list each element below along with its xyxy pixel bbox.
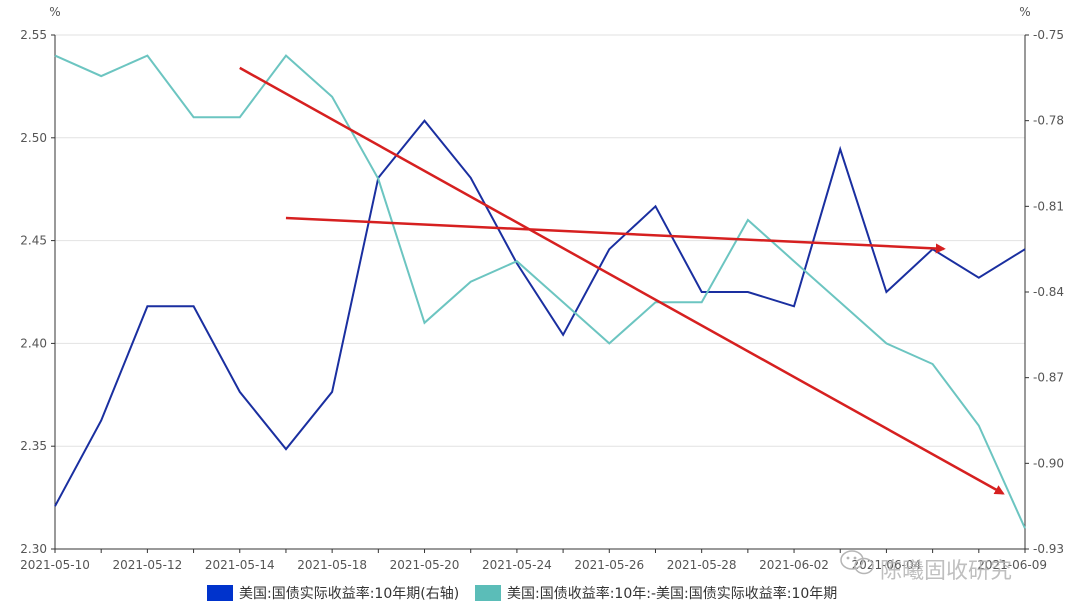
x-tick-label: 2021-05-14 bbox=[205, 558, 275, 572]
legend: 美国:国债实际收益率:10年期(右轴) 美国:国债收益率:10年:-美国:国债实际… bbox=[207, 585, 837, 602]
series-line-real-yield bbox=[54, 119, 1026, 507]
series-layer bbox=[54, 54, 1026, 529]
grid-layer bbox=[55, 34, 1025, 550]
axis-layer: 2.55 2.50 2.45 2.40 2.35 2.30 -0.75 -0.78 -0.81 -… bbox=[20, 5, 1064, 572]
y-right-unit: % bbox=[1019, 5, 1030, 19]
y-left-unit: % bbox=[49, 5, 60, 19]
legend-label: 美国:国债实际收益率:10年期(右轴) bbox=[239, 585, 459, 602]
annotation-layer bbox=[239, 66, 1005, 495]
y-right-tick-label: -0.87 bbox=[1033, 371, 1064, 385]
trend-arrow bbox=[285, 216, 946, 254]
y-right-tick-label: -0.81 bbox=[1033, 199, 1064, 213]
wechat-icon bbox=[840, 550, 874, 575]
y-left-tick-label: 2.40 bbox=[20, 336, 47, 350]
x-tick-label: 2021-05-26 bbox=[574, 558, 644, 572]
x-tick-label: 2021-05-20 bbox=[390, 558, 460, 572]
y-right-tick-label: -0.93 bbox=[1033, 542, 1064, 556]
watermark: 陈曦固收研究 bbox=[840, 550, 1012, 584]
x-tick-label: 2021-05-28 bbox=[667, 558, 737, 572]
y-right-tick-label: -0.75 bbox=[1033, 28, 1064, 42]
x-tick-label: 2021-06-04 bbox=[852, 558, 922, 572]
y-right-tick-label: -0.78 bbox=[1033, 114, 1064, 128]
x-tick-label: 2021-05-12 bbox=[113, 558, 183, 572]
y-left-tick-label: 2.35 bbox=[20, 439, 47, 453]
y-left-tick-label: 2.45 bbox=[20, 234, 47, 248]
legend-swatch bbox=[207, 585, 233, 601]
x-tick-label: 2021-05-10 bbox=[20, 558, 90, 572]
x-tick-label: 2021-05-18 bbox=[297, 558, 367, 572]
legend-swatch bbox=[475, 585, 501, 601]
y-right-tick-label: -0.84 bbox=[1033, 285, 1064, 299]
y-left-tick-label: 2.30 bbox=[20, 542, 47, 556]
legend-label: 美国:国债收益率:10年:-美国:国债实际收益率:10年期 bbox=[507, 585, 837, 602]
y-right-tick-label: -0.90 bbox=[1033, 456, 1064, 470]
watermark-text: 陈曦固收研究 bbox=[880, 559, 1012, 584]
x-tick-label: 2021-06-09 bbox=[977, 558, 1047, 572]
y-left-tick-label: 2.50 bbox=[20, 131, 47, 145]
y-left-tick-label: 2.55 bbox=[20, 28, 47, 42]
series-line-breakeven bbox=[54, 54, 1026, 529]
x-tick-label: 2021-06-02 bbox=[759, 558, 829, 572]
x-tick-label: 2021-05-24 bbox=[482, 558, 552, 572]
trend-arrow bbox=[239, 66, 1005, 495]
